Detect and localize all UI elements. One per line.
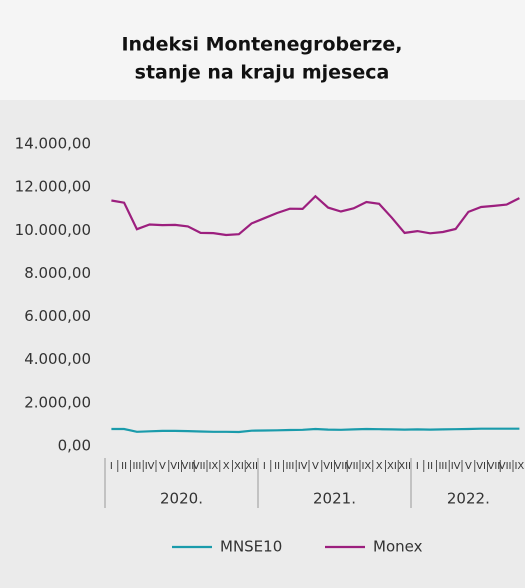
x-tick-label: XII bbox=[245, 461, 258, 472]
x-tick-label: V bbox=[312, 461, 319, 472]
y-tick-label: 6.000,00 bbox=[24, 307, 91, 325]
y-tick-label: 10.000,00 bbox=[15, 221, 91, 239]
x-tick-label: VIII bbox=[499, 461, 515, 472]
y-tick-label: 12.000,00 bbox=[15, 178, 91, 196]
line-series bbox=[111, 194, 520, 237]
x-tick-label: V bbox=[465, 461, 472, 472]
y-tick-label: 14.000,00 bbox=[15, 135, 91, 153]
x-tick-label: IX bbox=[208, 461, 218, 472]
x-tick-label: I bbox=[416, 461, 419, 472]
x-tick-label: XI bbox=[387, 461, 397, 472]
y-tick-label: 2.000,00 bbox=[24, 393, 91, 411]
x-tick-label: X bbox=[223, 461, 230, 472]
legend-label: Monex bbox=[373, 538, 423, 556]
x-tick-label: IX bbox=[514, 461, 524, 472]
x-tick-label: I bbox=[110, 461, 113, 472]
x-tick-label: VI bbox=[170, 461, 180, 472]
chart-title: Indeksi Montenegroberze, bbox=[121, 34, 402, 56]
x-tick-label: VII bbox=[488, 461, 501, 472]
x-tick-label: II bbox=[274, 461, 280, 472]
x-tick-label: VI bbox=[323, 461, 333, 472]
x-tick-label: III bbox=[132, 461, 141, 472]
title-box bbox=[0, 0, 525, 100]
x-tick-label: VIII bbox=[193, 461, 209, 472]
chart-title: stanje na kraju mjeseca bbox=[135, 62, 390, 84]
x-tick-label: IX bbox=[361, 461, 371, 472]
x-tick-label: IV bbox=[145, 461, 155, 472]
x-tick-label: XII bbox=[398, 461, 411, 472]
x-tick-label: V bbox=[159, 461, 166, 472]
legend-label: MNSE10 bbox=[220, 538, 282, 556]
x-tick-label: VI bbox=[476, 461, 486, 472]
x-tick-label: VIII bbox=[346, 461, 362, 472]
y-tick-label: 4.000,00 bbox=[24, 350, 91, 368]
x-tick-label: I bbox=[263, 461, 266, 472]
x-group-label: 2021. bbox=[313, 490, 356, 508]
x-tick-label: III bbox=[438, 461, 447, 472]
x-tick-label: X bbox=[376, 461, 383, 472]
x-tick-label: VII bbox=[182, 461, 195, 472]
x-tick-label: XI bbox=[234, 461, 244, 472]
x-tick-label: III bbox=[285, 461, 294, 472]
y-tick-label: 8.000,00 bbox=[24, 264, 91, 282]
x-tick-label: IV bbox=[298, 461, 308, 472]
x-group-label: 2022. bbox=[447, 490, 490, 508]
x-tick-label: II bbox=[427, 461, 433, 472]
x-tick-label: VII bbox=[335, 461, 348, 472]
line-series bbox=[111, 427, 520, 434]
x-tick-label: II bbox=[121, 461, 127, 472]
x-group-label: 2020. bbox=[160, 490, 203, 508]
y-tick-label: 0,00 bbox=[58, 437, 91, 455]
x-tick-label: IV bbox=[451, 461, 461, 472]
